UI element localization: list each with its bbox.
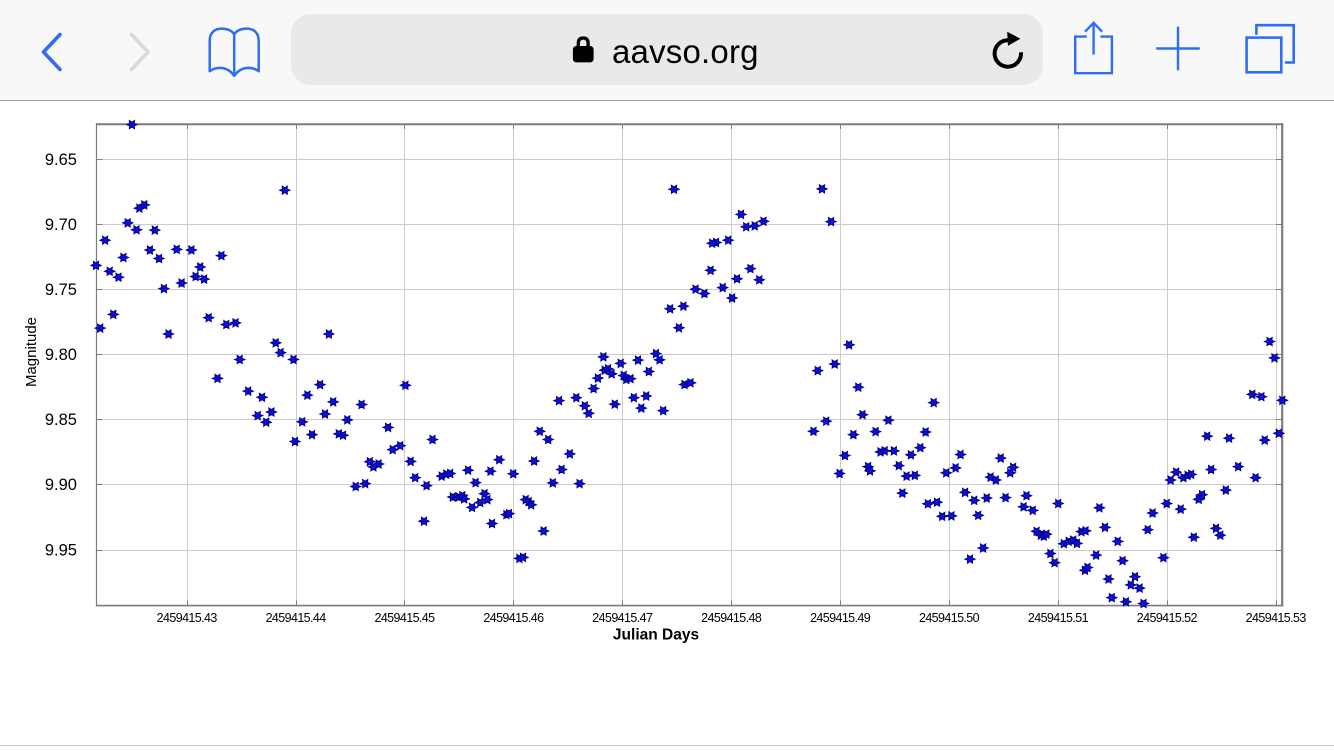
svg-text:2459415.44: 2459415.44: [266, 611, 327, 625]
svg-text:2459415.46: 2459415.46: [483, 611, 544, 625]
svg-text:2459415.48: 2459415.48: [701, 611, 762, 625]
svg-text:2459415.45: 2459415.45: [374, 611, 435, 625]
svg-text:2459415.50: 2459415.50: [919, 611, 980, 625]
svg-text:9.75: 9.75: [45, 281, 77, 299]
svg-text:Julian Days: Julian Days: [613, 627, 699, 644]
svg-text:9.90: 9.90: [45, 476, 77, 494]
svg-text:9.80: 9.80: [45, 346, 77, 364]
svg-text:2459415.47: 2459415.47: [592, 611, 653, 625]
svg-text:9.85: 9.85: [45, 411, 77, 429]
svg-text:2459415.52: 2459415.52: [1137, 611, 1198, 625]
svg-text:2459415.53: 2459415.53: [1246, 611, 1307, 625]
svg-text:9.70: 9.70: [45, 216, 77, 234]
svg-text:9.65: 9.65: [45, 151, 77, 169]
svg-text:2459415.51: 2459415.51: [1028, 611, 1089, 625]
svg-text:9.95: 9.95: [45, 541, 77, 559]
svg-text:Magnitude: Magnitude: [23, 317, 40, 387]
svg-text:2459415.43: 2459415.43: [157, 611, 218, 625]
svg-text:2459415.49: 2459415.49: [810, 611, 871, 625]
